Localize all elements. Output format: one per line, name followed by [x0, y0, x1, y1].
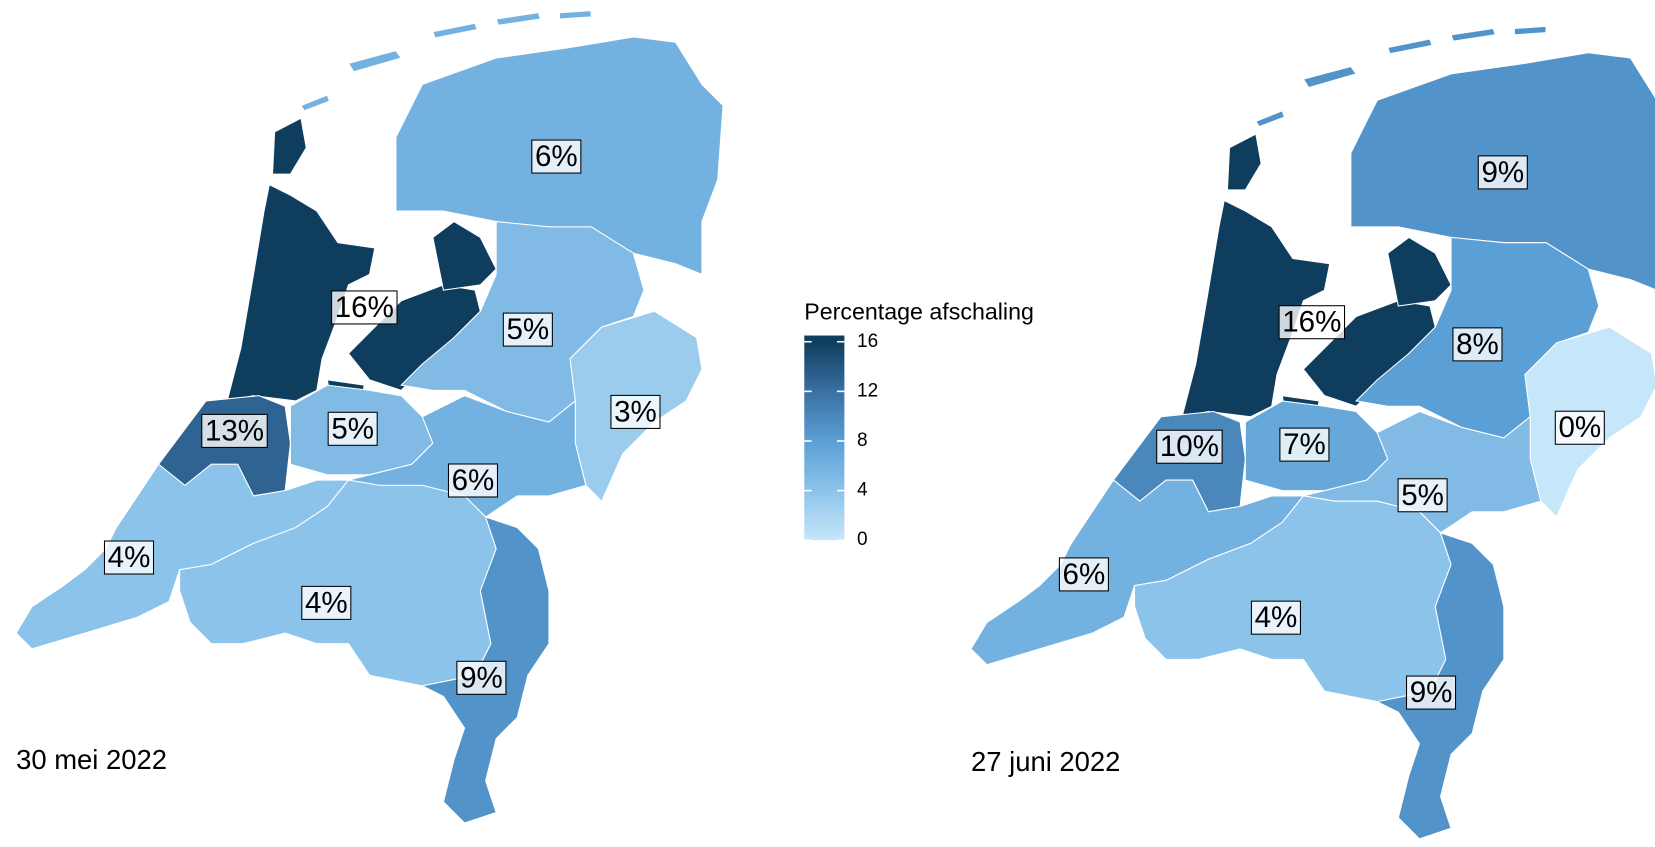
legend-title: Percentage afschaling	[804, 299, 1034, 325]
region-label: 4%	[1255, 601, 1298, 634]
region-label: 5%	[506, 313, 549, 346]
region-label-box	[502, 312, 553, 347]
legend-tick-label: 8	[857, 430, 868, 451]
region	[271, 117, 307, 175]
region-label: 6%	[452, 464, 495, 497]
region-label-box	[1279, 427, 1330, 462]
region-label-box	[1406, 675, 1457, 710]
region	[1450, 27, 1497, 42]
region-label-box	[301, 585, 352, 620]
region-label: 4%	[108, 541, 151, 574]
region-label: 6%	[535, 140, 578, 173]
map-date: 27 juni 2022	[971, 746, 1120, 777]
region	[1302, 65, 1357, 89]
region-label-box	[610, 394, 661, 429]
region-label: 10%	[1160, 430, 1219, 463]
region-label-box	[1250, 600, 1301, 635]
region-label-box	[447, 463, 499, 498]
legend-tick-label: 16	[857, 331, 878, 352]
region-label-box	[103, 540, 155, 575]
region-label: 0%	[1558, 411, 1601, 444]
map-date: 30 mei 2022	[16, 744, 167, 775]
region	[300, 94, 331, 112]
region-label-box	[456, 660, 507, 695]
region-label-box	[327, 411, 378, 446]
region	[226, 183, 376, 402]
region	[1226, 133, 1262, 191]
region-label: 16%	[1282, 306, 1341, 339]
region	[1303, 410, 1542, 534]
region	[347, 50, 403, 73]
region-label: 9%	[1410, 676, 1453, 709]
region	[1387, 236, 1452, 307]
region	[1255, 110, 1286, 128]
region-label: 5%	[1401, 479, 1444, 512]
region	[495, 12, 542, 26]
region	[1513, 25, 1547, 36]
region-label: 9%	[1481, 156, 1524, 189]
region	[1387, 38, 1433, 55]
region-label-box	[1554, 410, 1605, 445]
legend-tick-label: 12	[857, 380, 878, 401]
region-label: 7%	[1283, 428, 1326, 461]
region-label: 13%	[205, 414, 264, 447]
region-label-box	[1397, 478, 1448, 513]
region-label: 8%	[1456, 328, 1499, 361]
region	[179, 479, 497, 687]
region-label-box	[1278, 305, 1346, 340]
region	[558, 9, 592, 20]
region-label: 5%	[331, 412, 374, 445]
region-label: 3%	[614, 395, 657, 428]
region-label-box	[331, 290, 398, 325]
region	[432, 220, 497, 291]
region	[348, 395, 587, 518]
region-label-box	[1058, 557, 1109, 592]
legend-colorbar	[804, 335, 845, 541]
region-label-box	[1156, 429, 1223, 464]
region-label: 9%	[460, 661, 503, 694]
region-label-box	[201, 413, 268, 448]
region-label-box	[1452, 327, 1503, 362]
region	[1134, 495, 1452, 703]
legend-tick-label: 0	[857, 529, 868, 550]
region-label-box	[531, 139, 582, 174]
region-label: 16%	[335, 291, 394, 324]
region	[1181, 199, 1331, 418]
region-label: 4%	[305, 586, 348, 619]
legend-tick-label: 4	[857, 480, 868, 501]
region	[432, 22, 478, 39]
region-label: 6%	[1063, 558, 1106, 591]
region-label-box	[1477, 155, 1528, 190]
